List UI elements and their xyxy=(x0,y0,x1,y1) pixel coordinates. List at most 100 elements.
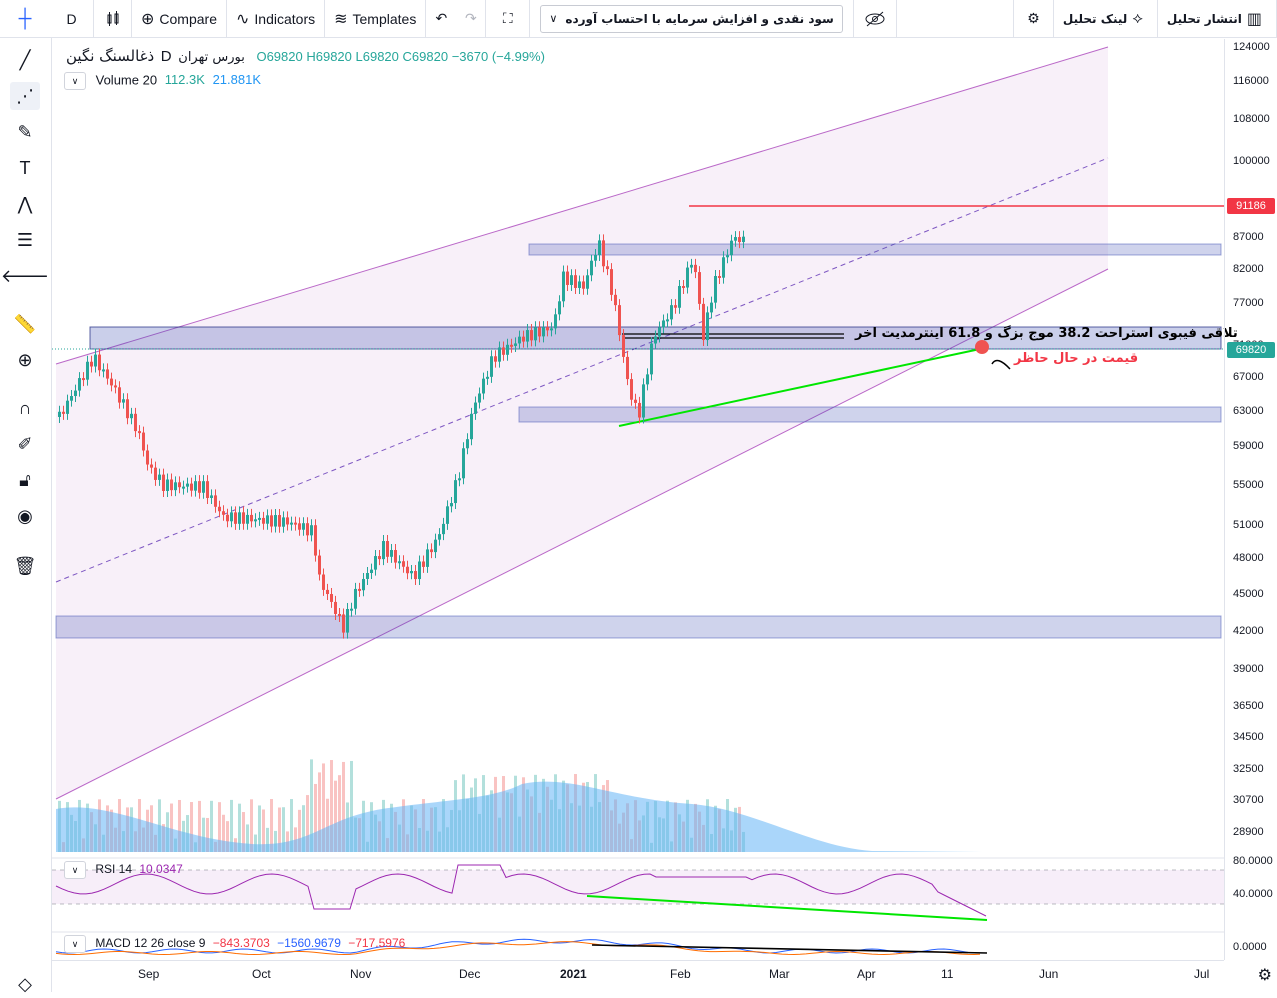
price-label: 67000 xyxy=(1233,371,1264,383)
current-price-annotation[interactable]: قیمت در حال حاظر xyxy=(1014,351,1139,366)
price-axis[interactable]: 1240001160001080001000008700082000770007… xyxy=(1224,39,1277,960)
settings-gear-icon[interactable]: ⚙ xyxy=(1012,0,1053,38)
hide-drawings-icon[interactable] xyxy=(852,0,897,38)
symbol-legend: ذغالسنگ نگین D بورس تهران O69820 H69820 … xyxy=(66,47,545,65)
share-link-label: لینک تحلیل xyxy=(1062,11,1128,26)
publish-button[interactable]: انتشار تحلیل ▥ xyxy=(1158,0,1277,38)
volume-bar xyxy=(238,803,241,852)
volume-bar xyxy=(314,783,317,852)
plus-circle-icon: ⊕ xyxy=(141,10,155,28)
price-label: 32500 xyxy=(1233,763,1264,775)
support-zone[interactable] xyxy=(518,406,1222,423)
pointer-arrow xyxy=(991,359,1011,370)
templates-label: Templates xyxy=(352,10,417,27)
chevron-down-icon: ∨ xyxy=(549,13,558,25)
rsi-label: RSI 14 xyxy=(95,862,133,877)
candlestick-icon xyxy=(107,10,118,26)
macd-axis-label: 0.0000 xyxy=(1233,941,1267,953)
channel-upper-line[interactable] xyxy=(55,46,1109,365)
compare-label: Compare xyxy=(159,10,217,27)
time-label: Nov xyxy=(350,967,372,981)
undo-icon[interactable]: ↶ xyxy=(435,10,448,26)
volume-bar xyxy=(334,780,337,852)
interval-label: D xyxy=(66,10,77,27)
time-label: Mar xyxy=(769,967,790,981)
last-price-tag: 69820 xyxy=(1227,342,1275,358)
time-label: Apr xyxy=(857,967,876,981)
compare-button[interactable]: ⊕ Compare xyxy=(132,0,227,38)
volume-value: 112.3K xyxy=(164,72,205,88)
price-label: 51000 xyxy=(1233,519,1264,531)
channel-lower-line[interactable] xyxy=(55,268,1109,800)
rsi-divergence-line[interactable] xyxy=(586,895,988,921)
text-tool-icon[interactable]: T xyxy=(19,157,31,178)
publish-icon: ▥ xyxy=(1246,10,1262,28)
macd-collapse-icon[interactable]: ∨ xyxy=(64,935,86,953)
eye-icon[interactable]: ◉ xyxy=(17,505,33,526)
price-label: 87000 xyxy=(1233,231,1264,243)
price-label: 36500 xyxy=(1233,700,1264,712)
signal-line xyxy=(55,941,981,956)
layout-select[interactable]: ∨ سود نقدی و افزایش سرمایه با احتساب آور… xyxy=(540,4,843,33)
bottom-zone[interactable] xyxy=(55,615,1222,639)
rsi-value: 10.0347 xyxy=(139,862,183,877)
collapse-chevron-icon[interactable]: ∨ xyxy=(64,72,86,90)
time-label: Sep xyxy=(138,967,160,981)
price-label: 116000 xyxy=(1233,75,1269,87)
fib-annotation[interactable]: تلاقی فیبوی استراحت 38.2 موج بزگ و 61.8 … xyxy=(855,326,1238,341)
zoom-in-icon[interactable]: ⊕ xyxy=(17,349,33,370)
macd-divergence-line[interactable] xyxy=(591,944,988,954)
trend-support-line[interactable] xyxy=(618,348,981,427)
magnet-icon[interactable]: ∩ xyxy=(18,397,32,418)
prediction-icon[interactable]: ☰ xyxy=(16,229,34,250)
indicators-button[interactable]: ∿ Indicators xyxy=(227,0,326,38)
channel-fill xyxy=(56,47,1108,799)
ruler-icon[interactable]: 📏 xyxy=(13,313,37,334)
resistance-zone[interactable] xyxy=(528,243,1222,256)
templates-button[interactable]: ≋ Templates xyxy=(325,0,427,38)
layers-icon[interactable]: ◇ xyxy=(18,973,32,994)
volume-bar xyxy=(290,799,293,852)
price-label: 108000 xyxy=(1233,113,1270,125)
ohlc-close: C69820 xyxy=(402,49,449,64)
trend-line-icon[interactable]: ╱ xyxy=(19,49,31,70)
ohlc-low: L69820 xyxy=(355,49,399,64)
macd-histogram-value: −843.3703 xyxy=(212,936,270,951)
lock-icon[interactable]: 🔓︎ xyxy=(19,469,31,490)
time-label: Jun xyxy=(1039,967,1059,981)
time-axis[interactable]: ⚙ Sep Oct Nov Dec 2021 Feb Mar Apr 11 Jun Jul xyxy=(52,960,1272,993)
ohlc-open: O69820 xyxy=(256,49,303,64)
back-arrow-icon[interactable]: 🡐 xyxy=(0,265,50,286)
pitchfork-icon[interactable]: ⋰ xyxy=(10,82,40,110)
volume-ma-value: 21.881K xyxy=(212,72,261,88)
volume-bar xyxy=(170,803,173,852)
volume-bar xyxy=(178,799,181,852)
top-toolbar: ┼ D ⊕ Compare ∿ Indicators ≋ Templates ↶ ↷ … xyxy=(0,0,1277,38)
candles-icon[interactable] xyxy=(94,0,132,38)
redo-icon[interactable]: ↷ xyxy=(456,0,487,38)
price-label: 55000 xyxy=(1233,479,1264,491)
price-label: 100000 xyxy=(1233,155,1270,167)
fullscreen-icon[interactable]: ⛶ xyxy=(486,0,531,38)
volume-bar xyxy=(298,809,301,852)
price-label: 42000 xyxy=(1233,625,1264,637)
price-label: 59000 xyxy=(1233,440,1264,452)
symbol-name: ذغالسنگ نگین xyxy=(66,47,155,65)
share-link-button[interactable]: لینک تحلیل ⟡ xyxy=(1052,0,1158,38)
chart-pane[interactable]: ذغالسنگ نگین D بورس تهران O69820 H69820 … xyxy=(52,39,1238,960)
stay-drawing-icon[interactable]: ✐ xyxy=(17,433,33,454)
crosshair-icon[interactable]: ┼ xyxy=(18,8,32,28)
rsi-collapse-icon[interactable]: ∨ xyxy=(64,861,86,879)
volume-bar xyxy=(326,798,329,852)
chart-canvas[interactable] xyxy=(52,39,1224,960)
volume-label: Volume 20 xyxy=(95,72,158,88)
axis-settings-gear-icon[interactable]: ⚙ xyxy=(1257,967,1272,984)
brush-icon[interactable]: ✎ xyxy=(17,121,33,142)
trash-icon[interactable]: 🗑︎ xyxy=(13,555,37,576)
indicators-label: Indicators xyxy=(254,10,316,27)
volume-bar xyxy=(258,805,261,852)
macd-signal-value: −717.5976 xyxy=(348,936,406,951)
interval-button[interactable]: D xyxy=(50,0,94,38)
volume-bar xyxy=(282,807,285,852)
pattern-icon[interactable]: ⋀ xyxy=(17,193,33,214)
